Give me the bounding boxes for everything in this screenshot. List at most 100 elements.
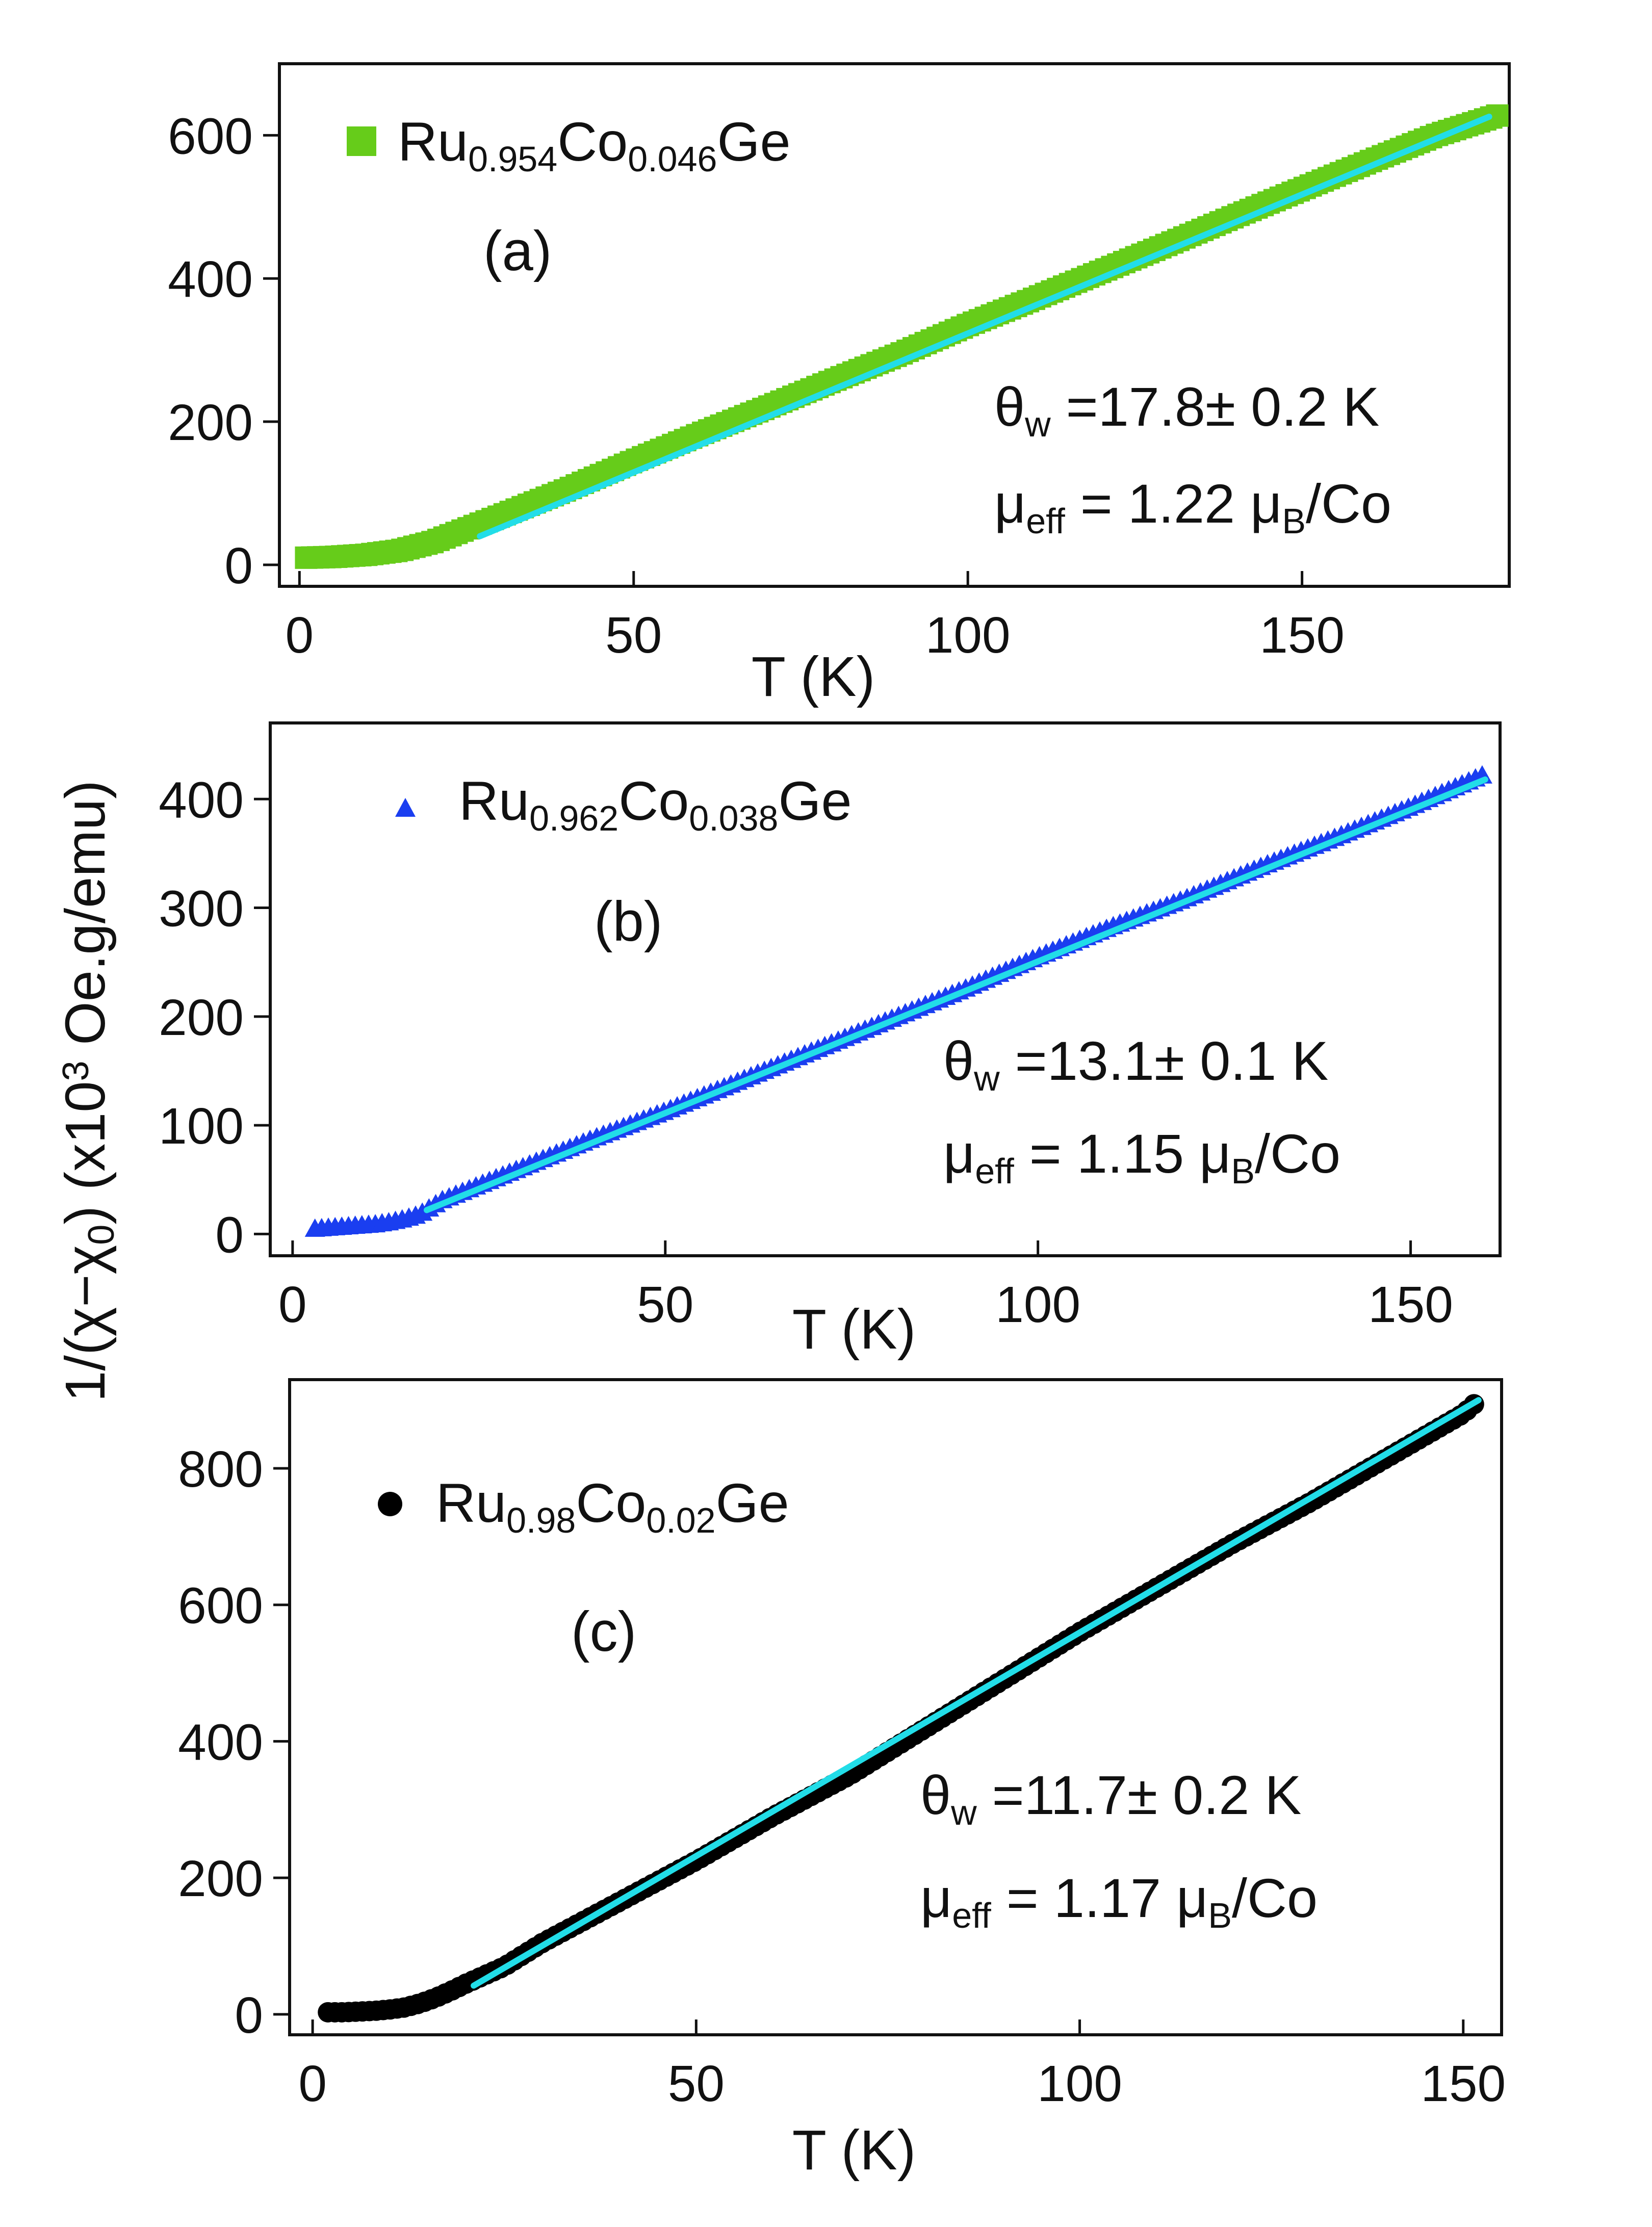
ylabel-unit: Oe.g/emu) xyxy=(54,780,117,1060)
panel-b-mu-sym: μ xyxy=(943,1123,975,1184)
panel-b-theta-sub: w xyxy=(973,1058,1000,1098)
panel-b-mu-sub2: B xyxy=(1231,1151,1255,1191)
panel-a-ticks: 0 50 100 150 0 200 400 600 xyxy=(168,108,1345,664)
panel-c-mu-sub: eff xyxy=(952,1896,991,1935)
panel-a-xtick-label-0: 0 xyxy=(286,607,314,664)
panel-b-xtick-label-150: 150 xyxy=(1368,1276,1453,1333)
panel-b-mu-mid: = 1.15 μ xyxy=(1014,1123,1231,1184)
panel-c-mu-sub2: B xyxy=(1208,1896,1232,1935)
panel-c-theta: θw =11.7± 0.2 K xyxy=(920,1764,1301,1832)
panel-c-ticks: 0 50 100 150 0 200 400 600 800 xyxy=(178,1441,1506,2112)
panel-c-ytick-label-800: 800 xyxy=(178,1441,263,1498)
panel-c-xtick-label-150: 150 xyxy=(1421,2055,1506,2112)
panel-a-legend-sub2: 0.046 xyxy=(628,139,717,179)
panel-a-xtick-label-50: 50 xyxy=(605,607,662,664)
panel-b-ytick-label-0: 0 xyxy=(215,1206,244,1263)
panel-a-legend-sub1: 0.954 xyxy=(468,139,557,179)
panel-c-xtick-label-50: 50 xyxy=(668,2055,725,2112)
panel-b-mu-post: /Co xyxy=(1255,1123,1340,1184)
panel-b-ytick-label-400: 400 xyxy=(159,771,244,828)
panel-b-legend-post: Ge xyxy=(778,770,851,832)
panel-a-mu-mid: = 1.22 μ xyxy=(1065,473,1282,534)
panel-b-legend: Ru0.962Co0.038Ge xyxy=(459,770,852,838)
ylabel-sub: 0 xyxy=(81,1225,122,1245)
panel-c-ytick-label-0: 0 xyxy=(235,1987,263,2044)
panel-c-ytick-label-200: 200 xyxy=(178,1850,263,1907)
panel-b-xtick-label-0: 0 xyxy=(278,1276,307,1333)
panel-b-legend-marker xyxy=(395,798,416,817)
panel-b-mu-sub: eff xyxy=(975,1151,1014,1191)
panel-c-xtick-label-0: 0 xyxy=(298,2055,327,2112)
panel-c-legend-pre: Ru xyxy=(436,1472,506,1534)
panel-a-legend: Ru0.954Co0.046Ge xyxy=(398,111,791,179)
panel-b-theta-sym: θ xyxy=(943,1030,974,1092)
panel-c-xtick-label-100: 100 xyxy=(1037,2055,1122,2112)
panel-c-legend-marker xyxy=(378,1492,402,1516)
panel-c-data-marks xyxy=(318,1394,1484,2023)
panel-c-ytick-label-600: 600 xyxy=(178,1577,263,1635)
shared-ylabel: 1/(χ−χ0) (x103 Oe.g/emu) xyxy=(54,780,122,1402)
panel-c-frame xyxy=(288,1378,1503,2036)
ylabel-main: 1/(χ−χ xyxy=(54,1245,117,1402)
panel-b-data-marks xyxy=(304,765,1492,1237)
panel-b-legend-mid: Co xyxy=(618,770,689,832)
panel-a-mu-sub: eff xyxy=(1026,501,1065,541)
panel-a-mu-post: /Co xyxy=(1306,473,1391,534)
panel-b-ytick-label-200: 200 xyxy=(159,989,244,1046)
panel-a-xlabel: T (K) xyxy=(752,645,875,708)
panel-c-theta-sub: w xyxy=(950,1793,977,1832)
panel-b-ticks: 0 50 100 150 0 100 200 300 400 xyxy=(159,771,1453,1333)
panel-a-data-marks xyxy=(295,104,1509,569)
panel-c-legend: Ru0.98Co0.02Ge xyxy=(436,1472,789,1540)
panel-a-mu-sub2: B xyxy=(1282,501,1306,541)
panel-b-tag: (b) xyxy=(594,890,662,953)
panel-b-legend-pre: Ru xyxy=(459,770,529,832)
panel-a-mu-sym: μ xyxy=(994,473,1026,534)
panel-b-mu: μeff = 1.15 μB/Co xyxy=(943,1123,1340,1191)
panel-a-frame xyxy=(278,62,1511,588)
panel-c-mu-mid: = 1.17 μ xyxy=(991,1867,1208,1929)
ylabel-rest: ) (x10 xyxy=(54,1081,117,1224)
panel-a-legend-pre: Ru xyxy=(398,111,468,172)
panel-a-chart: 0 50 100 150 0 200 400 600 Ru0.954Co0.046Ge (a)… xyxy=(168,62,1511,708)
panel-c-mu-post: /Co xyxy=(1232,1867,1318,1929)
ylabel-sup: 3 xyxy=(56,1060,96,1081)
panel-b-theta-val: =13.1± 0.1 K xyxy=(1000,1030,1329,1092)
panel-b-fit-line xyxy=(423,776,1488,1213)
panel-b-theta: θw =13.1± 0.1 K xyxy=(943,1030,1328,1098)
panel-c-legend-sub1: 0.98 xyxy=(506,1500,576,1540)
panel-c-fit-line xyxy=(471,1397,1482,1989)
panel-c-legend-mid: Co xyxy=(576,1472,646,1534)
panel-c-theta-val: =11.7± 0.2 K xyxy=(977,1764,1302,1826)
panel-a-xtick-label-100: 100 xyxy=(925,607,1011,664)
panel-b-xtick-label-100: 100 xyxy=(995,1276,1080,1333)
panel-a-ytick-label-400: 400 xyxy=(168,251,253,308)
panel-a-theta-sub: w xyxy=(1024,404,1051,444)
panel-c-mu-sym: μ xyxy=(920,1867,952,1929)
panel-b-ytick-label-300: 300 xyxy=(159,881,244,938)
panel-a-legend-post: Ge xyxy=(717,111,790,172)
panel-b-ytick-label-100: 100 xyxy=(159,1098,244,1155)
panel-b-legend-sub1: 0.962 xyxy=(529,798,618,838)
panel-a-legend-mid: Co xyxy=(557,111,628,172)
panel-a-xtick-label-150: 150 xyxy=(1259,607,1345,664)
panel-a-mu: μeff = 1.22 μB/Co xyxy=(994,473,1391,541)
panel-b-xtick-label-50: 50 xyxy=(637,1276,693,1333)
panel-c-legend-post: Ge xyxy=(716,1472,789,1534)
panel-b-xlabel: T (K) xyxy=(792,1298,916,1361)
panel-c-mu: μeff = 1.17 μB/Co xyxy=(920,1867,1318,1935)
panel-a-legend-marker xyxy=(347,126,376,156)
panel-a-ytick-label-600: 600 xyxy=(168,108,253,165)
panel-c-legend-sub2: 0.02 xyxy=(646,1500,715,1540)
panel-a-tag: (a) xyxy=(483,220,552,282)
panel-b-frame xyxy=(269,721,1502,1257)
panel-a-theta: θw =17.8± 0.2 K xyxy=(994,376,1379,444)
panel-a-ytick-label-0: 0 xyxy=(224,537,253,594)
panel-b-legend-sub2: 0.038 xyxy=(689,798,778,838)
panel-a-theta-sym: θ xyxy=(994,376,1025,437)
panel-c-tag: (c) xyxy=(571,1600,636,1663)
panel-a-ytick-label-200: 200 xyxy=(168,394,253,451)
panel-c-theta-sym: θ xyxy=(920,1764,951,1826)
